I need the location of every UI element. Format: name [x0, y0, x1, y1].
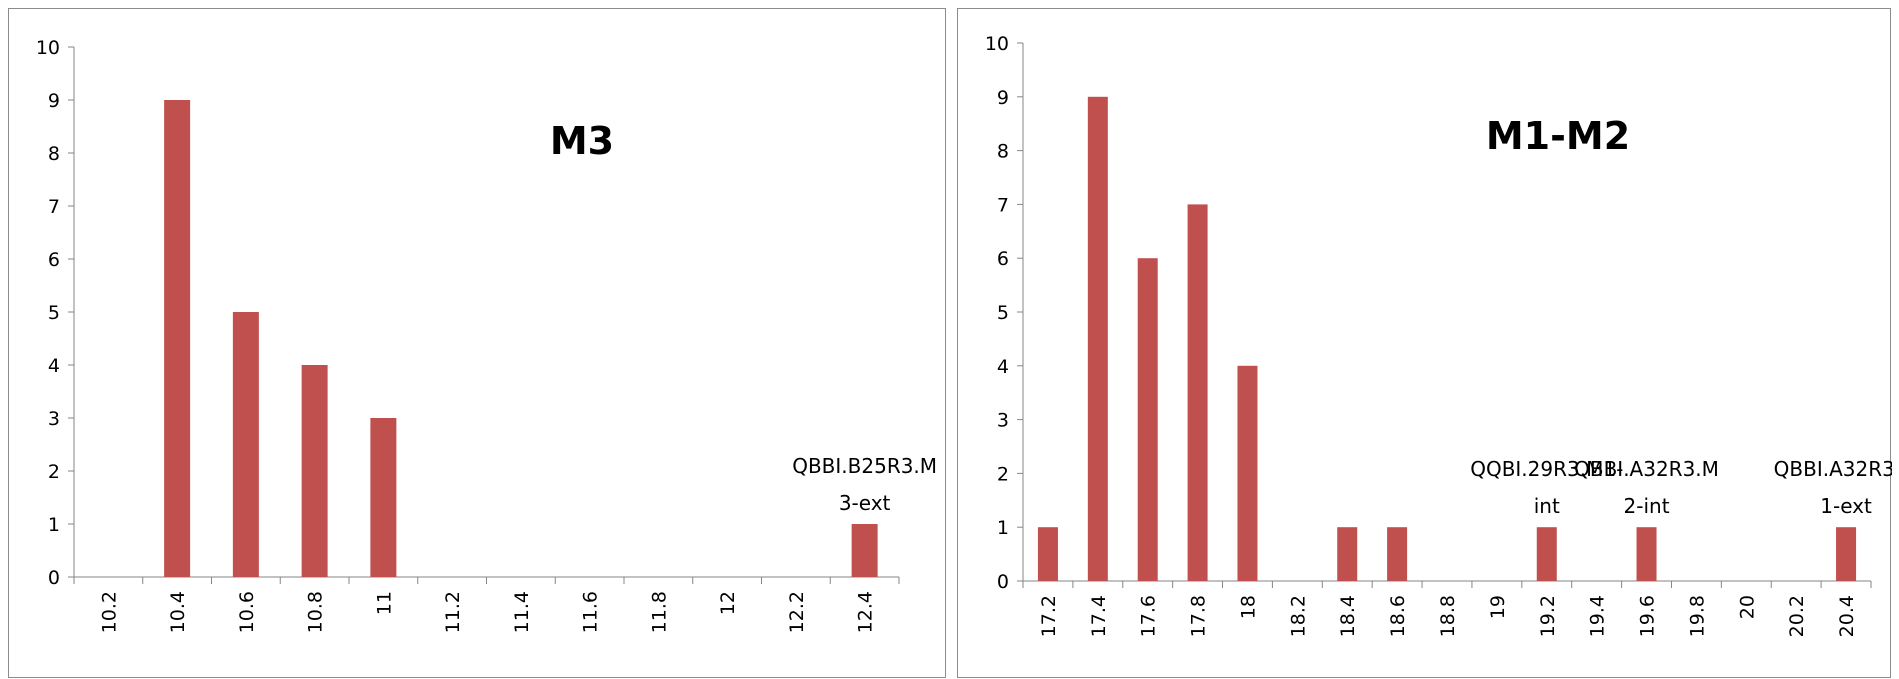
bar-12.4 [851, 524, 878, 577]
x-tick-label: 12.4 [855, 591, 877, 633]
y-tick-label: 4 [997, 356, 1009, 378]
x-tick-label: 11.2 [442, 591, 464, 633]
bar-10.8 [301, 365, 328, 577]
y-tick-label: 0 [48, 567, 60, 589]
y-tick-label: 6 [997, 248, 1009, 270]
y-tick-label: 1 [48, 514, 60, 536]
bar-18.6 [1387, 527, 1408, 581]
y-tick-label: 9 [997, 87, 1009, 109]
y-tick-label: 7 [48, 196, 60, 218]
x-tick-label: 20.4 [1836, 595, 1858, 637]
x-tick-label: 19 [1487, 595, 1509, 619]
x-tick-label: 11.6 [580, 591, 602, 633]
data-annotation: 3-ext [839, 491, 891, 515]
y-tick-label: 8 [997, 141, 1009, 163]
y-tick-label: 5 [48, 302, 60, 324]
bar-10.6 [232, 312, 259, 577]
x-tick-label: 19.8 [1686, 595, 1708, 637]
x-tick-label: 11.4 [511, 591, 533, 633]
chart-title: M3 [550, 119, 614, 163]
y-tick-label: 3 [997, 410, 1009, 432]
y-tick-label: 4 [48, 355, 60, 377]
x-tick-label: 17.2 [1038, 595, 1060, 637]
x-tick-label: 10.6 [236, 591, 258, 633]
x-tick-label: 17.4 [1088, 595, 1110, 637]
y-tick-label: 5 [997, 302, 1009, 324]
histogram-m1-m2: 0 1 2 3 4 5 6 7 8 9 10 17.2 17.4 17.6 17.8 18 18.2 18.4 18… [985, 33, 1892, 637]
bar-17.6 [1137, 258, 1158, 581]
data-annotation: QQBI.29R3.M1- [1470, 457, 1623, 481]
x-tick-label: 20.2 [1786, 595, 1808, 637]
x-tick-label: 11 [373, 591, 395, 615]
bar-18 [1237, 365, 1258, 581]
chart-title: M1-M2 [1486, 114, 1630, 158]
data-annotation: 2-int [1624, 494, 1670, 518]
x-tick-label: 17.8 [1188, 595, 1210, 637]
chart-panel-m1-m2: 0 1 2 3 4 5 6 7 8 9 10 17.2 17.4 17.6 17.8 18 18.2 18.4 18… [957, 8, 1892, 678]
y-tick-label: 10 [985, 33, 1009, 55]
bar-17.4 [1087, 96, 1108, 582]
bar-20.4 [1836, 527, 1857, 581]
x-tick-label: 19.4 [1587, 595, 1609, 637]
y-tick-label: 9 [48, 90, 60, 112]
y-tick-label: 2 [997, 463, 1009, 485]
bar-17.2 [1037, 527, 1058, 581]
data-annotation: int [1534, 494, 1560, 518]
y-tick-label: 1 [997, 517, 1009, 539]
bar-10.4 [164, 100, 191, 577]
bar-17.8 [1187, 204, 1208, 581]
x-tick-label: 12.2 [786, 591, 808, 633]
x-tick-label: 19.6 [1637, 595, 1659, 637]
y-tick-label: 10 [36, 37, 60, 59]
y-tick-label: 6 [48, 249, 60, 271]
x-tick-label: 19.2 [1537, 595, 1559, 637]
x-tick-label: 18.8 [1437, 595, 1459, 637]
bar-19.2 [1536, 527, 1557, 581]
x-tick-label: 10.8 [305, 591, 327, 633]
x-tick-label: 20 [1736, 595, 1758, 619]
x-tick-label: 11.8 [648, 591, 670, 633]
y-tick-label: 8 [48, 143, 60, 165]
data-annotation: 1-ext [1820, 494, 1872, 518]
x-tick-label: 18.2 [1287, 595, 1309, 637]
x-tick-label: 10.4 [167, 591, 189, 633]
data-annotation: QBBI.A32R3.M [1574, 457, 1719, 481]
data-annotation: QBBI.B25R3.M [792, 454, 937, 478]
y-tick-label: 3 [48, 408, 60, 430]
y-tick-label: 7 [997, 194, 1009, 216]
x-tick-label: 10.2 [98, 591, 120, 633]
bar-18.4 [1337, 527, 1358, 581]
y-tick-label: 0 [997, 571, 1009, 593]
x-tick-label: 18 [1237, 595, 1259, 619]
bar-19.6 [1636, 527, 1657, 581]
x-tick-label: 18.6 [1387, 595, 1409, 637]
data-annotation: QBBI.A32R3.M [1774, 457, 1892, 481]
x-tick-label: 18.4 [1337, 595, 1359, 637]
x-tick-label: 17.6 [1138, 595, 1160, 637]
y-tick-label: 2 [48, 461, 60, 483]
x-tick-label: 12 [717, 591, 739, 615]
chart-panel-m3: 0 1 2 3 4 5 6 7 8 9 10 10.2 10.4 10.6 10.8 11 11.2 11.4 11… [8, 8, 946, 678]
bar-11 [370, 418, 397, 577]
